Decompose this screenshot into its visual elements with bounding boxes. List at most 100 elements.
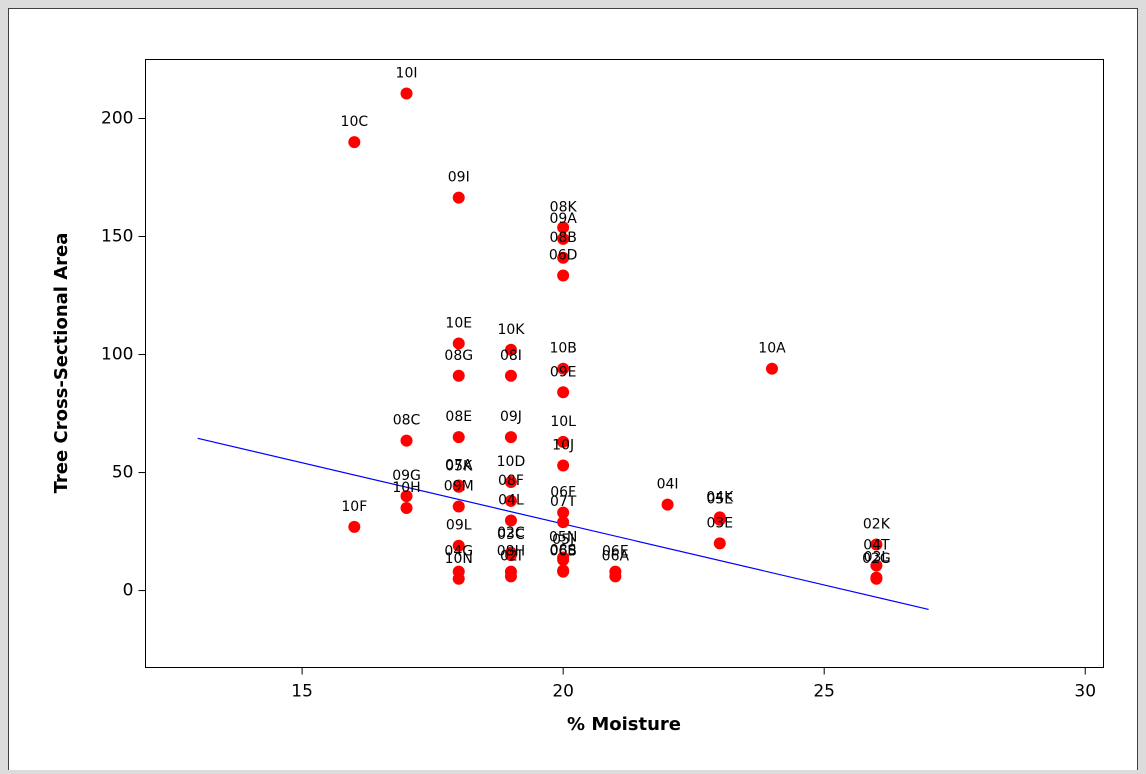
point-label: 07A <box>445 458 473 474</box>
point-label: 02G <box>862 551 891 567</box>
point-label: 10N <box>445 551 473 567</box>
point <box>452 191 465 204</box>
x-tick-label: 25 <box>813 682 835 702</box>
point-label: 06E <box>602 544 629 560</box>
point <box>609 565 622 578</box>
point-label: 08S <box>550 542 577 558</box>
point <box>348 136 361 149</box>
point-label: 03L <box>864 550 890 566</box>
point-label: 04L <box>498 492 524 508</box>
point <box>504 514 517 527</box>
point-label: 05K <box>445 459 473 475</box>
point-label: 10B <box>549 341 576 357</box>
point <box>557 553 570 566</box>
point <box>557 459 570 472</box>
point-label: 09M <box>444 479 474 495</box>
point <box>870 572 883 585</box>
point-label: 04K <box>706 489 734 505</box>
point <box>504 565 517 578</box>
point <box>452 369 465 382</box>
point <box>557 251 570 264</box>
point <box>557 386 570 399</box>
point <box>557 565 570 578</box>
point <box>557 362 570 375</box>
point-label: 10E <box>445 315 472 331</box>
point-label: 10C <box>341 114 369 130</box>
x-tick-label: 15 <box>291 682 313 702</box>
y-tick-label: 200 <box>101 109 133 129</box>
point-label: 09J <box>500 409 522 425</box>
point-label: 02I <box>500 548 522 564</box>
point <box>870 559 883 572</box>
point-label: 05J <box>552 532 574 548</box>
point-label: 05E <box>706 492 733 508</box>
y-axis-title: Tree Cross-Sectional Area <box>51 233 72 494</box>
point <box>870 538 883 551</box>
point-label: 02C <box>497 525 525 541</box>
point-label: 04G <box>444 544 473 560</box>
point-label: 10I <box>396 65 418 81</box>
point-label: 08C <box>393 413 421 429</box>
point <box>557 435 570 448</box>
point <box>452 337 465 350</box>
point <box>557 506 570 519</box>
point-label: 07T <box>550 494 577 510</box>
point <box>452 500 465 513</box>
point-label: 08I <box>500 348 522 364</box>
point-label: 10H <box>392 480 420 496</box>
point <box>504 369 517 382</box>
point-label: 09A <box>549 211 577 227</box>
point <box>504 494 517 507</box>
point <box>504 343 517 356</box>
point-label: 03E <box>706 515 733 531</box>
point-label: 08B <box>549 230 576 246</box>
point-label: 08H <box>497 544 525 560</box>
point <box>557 221 570 234</box>
point <box>557 232 570 245</box>
y-tick-label: 150 <box>101 227 133 247</box>
point-label: 02K <box>863 517 891 533</box>
point-label: 09G <box>392 468 421 484</box>
point-label: 06A <box>602 548 630 564</box>
point-label: 10K <box>497 322 525 338</box>
y-tick-label: 100 <box>101 345 133 365</box>
x-tick-label: 20 <box>552 682 574 702</box>
point <box>452 431 465 444</box>
point <box>400 501 413 514</box>
point <box>504 549 517 562</box>
point <box>452 480 465 493</box>
x-axis-title: % Moisture <box>567 714 681 735</box>
point <box>557 269 570 282</box>
point-label: 04I <box>657 477 679 493</box>
point <box>504 431 517 444</box>
point-label: 06F <box>550 485 576 501</box>
point <box>713 513 726 526</box>
point <box>713 537 726 550</box>
point-label: 05N <box>549 530 577 546</box>
y-tick-label: 0 <box>123 581 134 601</box>
point-label: 10A <box>758 341 786 357</box>
point <box>452 539 465 552</box>
point-label: 03C <box>497 527 525 543</box>
point-label: 10L <box>550 414 576 430</box>
point-label: 10D <box>497 454 526 470</box>
point <box>504 475 517 488</box>
point-label: 04T <box>863 538 890 554</box>
point-label: 09L <box>446 518 472 534</box>
point <box>400 87 413 100</box>
y-tick-label: 50 <box>112 463 134 483</box>
point-label: 08G <box>444 348 473 364</box>
point-label: 06D <box>549 247 578 263</box>
point <box>400 490 413 503</box>
point-label: 08E <box>445 409 472 425</box>
point <box>661 498 674 511</box>
point-label: 10F <box>341 499 367 515</box>
point-label: 08K <box>550 200 578 216</box>
point <box>452 565 465 578</box>
point <box>348 520 361 533</box>
x-tick-label: 30 <box>1074 682 1096 702</box>
point-label: 10J <box>552 437 574 453</box>
point <box>400 434 413 447</box>
point <box>557 516 570 529</box>
